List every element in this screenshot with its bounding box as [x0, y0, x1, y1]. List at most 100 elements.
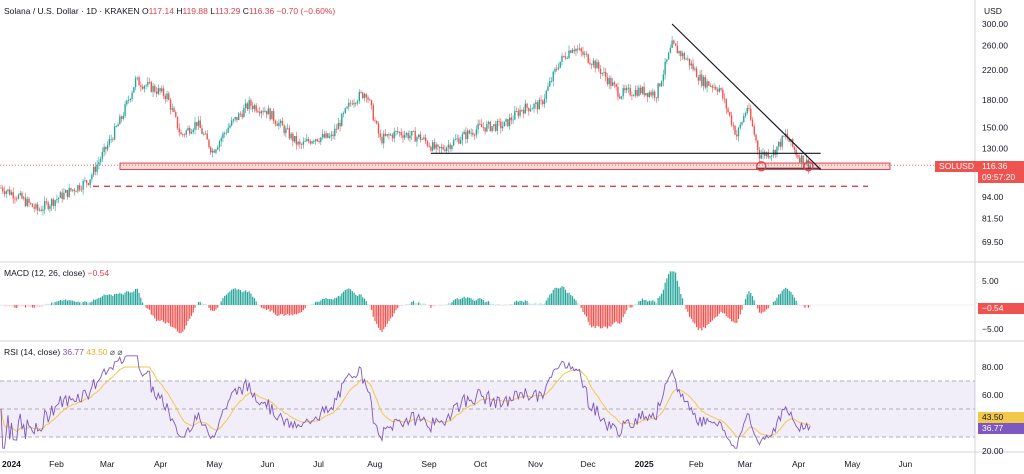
macd-bar [157, 305, 159, 321]
macd-bar [659, 296, 661, 305]
time-tick-label: 2025 [635, 459, 654, 469]
macd-bar [386, 305, 388, 324]
macd-bar [182, 305, 184, 332]
candle-body [475, 129, 478, 136]
candle-body [765, 152, 768, 156]
candle-body [746, 108, 748, 113]
candle-body [601, 72, 603, 74]
candle-body [313, 141, 315, 142]
macd-bar [425, 303, 427, 305]
macd-bar [781, 290, 783, 305]
candle-body [175, 112, 177, 117]
macd-bar [260, 305, 263, 308]
candle-body [442, 147, 444, 150]
candle-body [251, 105, 254, 110]
candle-body [244, 103, 247, 109]
candle-body [554, 69, 556, 72]
macd-bar [376, 305, 378, 324]
candle-body [678, 51, 680, 54]
candle-body [484, 127, 486, 132]
macd-bar [91, 301, 93, 305]
macd-bar [161, 305, 163, 321]
candle-body [648, 92, 651, 97]
candle-body [771, 155, 773, 157]
candle-body [210, 147, 212, 153]
candle-body [393, 131, 395, 139]
candle-body [56, 199, 58, 201]
macd-bar [615, 305, 617, 322]
macd-bar [538, 303, 540, 305]
macd-bar [360, 294, 362, 305]
macd-bar [309, 304, 311, 306]
macd-bar [755, 304, 757, 305]
candle-body [737, 127, 740, 137]
candle-body [596, 62, 598, 69]
candle-body [124, 104, 126, 116]
macd-bar [339, 296, 341, 305]
macd-bar [44, 304, 46, 306]
candle-body [241, 113, 243, 118]
candle-body [262, 111, 264, 113]
macd-bar [187, 305, 189, 322]
macd-bar [38, 305, 41, 308]
macd-bar [276, 305, 278, 316]
candle-body [657, 83, 659, 99]
candle-body [299, 141, 301, 145]
support-zone [119, 162, 891, 171]
macd-bar [301, 305, 303, 313]
candle-body [589, 62, 591, 65]
candle-body [311, 141, 313, 144]
macd-bar [355, 294, 357, 305]
candle-body [278, 122, 280, 127]
macd-bar [765, 305, 768, 310]
candle-body [16, 198, 18, 200]
macd-bar [103, 294, 105, 305]
candle-body [783, 135, 785, 137]
macd-bar [203, 303, 205, 305]
macd-bar [384, 305, 387, 327]
macd-bar [767, 305, 769, 309]
macd-bar [428, 305, 430, 307]
candle-body [778, 141, 780, 147]
time-tick-label: Apr [154, 459, 167, 469]
macd-bar [524, 300, 526, 305]
macd-bar [395, 305, 397, 311]
macd-bar [620, 305, 623, 323]
macd-bar [218, 304, 221, 306]
macd-bar [255, 301, 257, 305]
candle-body [237, 113, 240, 121]
macd-bar [245, 290, 247, 305]
macd-bar [93, 299, 95, 305]
candle-body [346, 106, 348, 109]
candle-body [515, 111, 518, 112]
macd-bar [82, 301, 84, 305]
macd-bar [335, 297, 338, 305]
candle-body [161, 88, 163, 92]
candle-body [285, 128, 287, 134]
candle-body [288, 128, 291, 139]
macd-bar [51, 302, 53, 305]
candle-body [669, 47, 672, 53]
candle-body [23, 197, 25, 199]
macd-bar [369, 305, 371, 307]
candle-body [643, 86, 645, 96]
candle-body [653, 91, 656, 98]
candle-body [582, 51, 584, 55]
macd-histogram [0, 271, 811, 334]
visibility-icons[interactable]: ⌀ ⌀ [109, 347, 123, 357]
macd-bar [266, 305, 268, 311]
candle-body [692, 63, 694, 70]
macd-bar [176, 305, 179, 332]
candle-body [150, 82, 153, 92]
candle-body [115, 126, 118, 127]
macd-bar [330, 299, 332, 305]
candle-body [776, 146, 778, 155]
macd-bar [474, 300, 476, 305]
macd-bar [169, 305, 172, 327]
candle-body [269, 108, 271, 120]
macd-bar [220, 301, 222, 305]
candle-body [99, 159, 102, 162]
macd-bar [194, 305, 196, 308]
candle-body [764, 151, 766, 156]
